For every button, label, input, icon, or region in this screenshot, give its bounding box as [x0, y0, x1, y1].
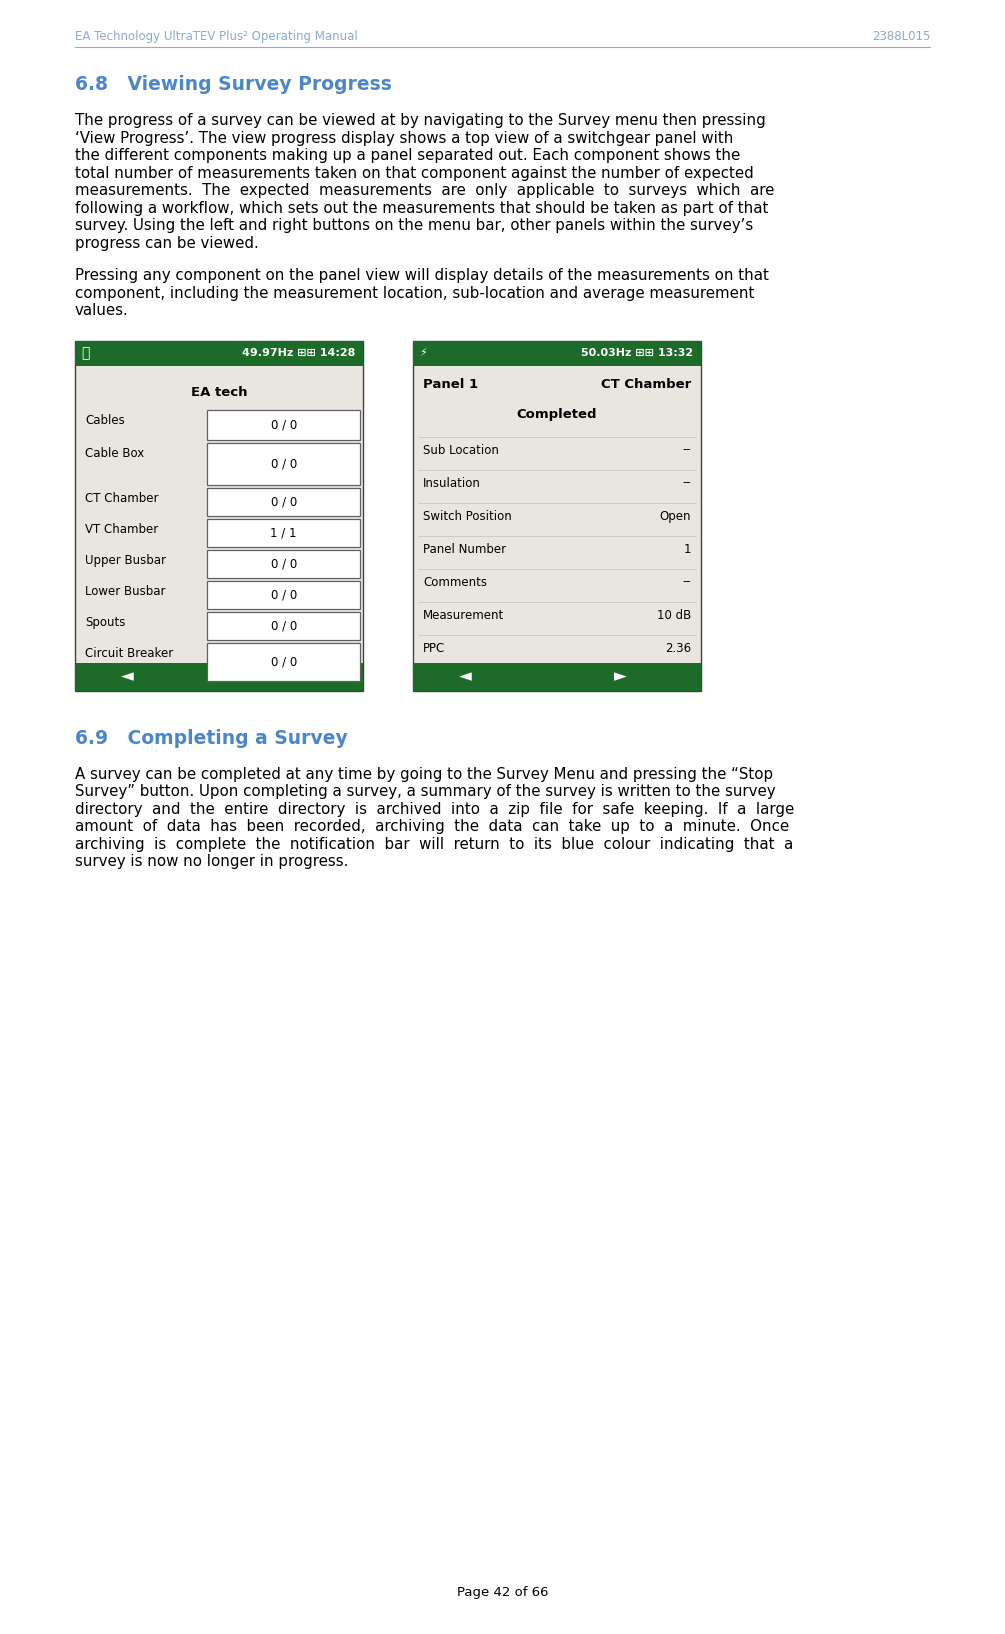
Text: --: --	[682, 443, 691, 456]
Text: CT Chamber: CT Chamber	[601, 377, 691, 391]
Text: values.: values.	[75, 302, 129, 319]
Text: 0 / 0: 0 / 0	[270, 588, 296, 601]
Text: measurements.  The  expected  measurements  are  only  applicable  to  surveys  : measurements. The expected measurements …	[75, 183, 775, 198]
Text: Pressing any component on the panel view will display details of the measurement: Pressing any component on the panel view…	[75, 268, 769, 283]
Text: amount  of  data  has  been  recorded,  archiving  the  data  can  take  up  to : amount of data has been recorded, archiv…	[75, 819, 789, 833]
Text: 49.97Hz ⊞⊞ 14:28: 49.97Hz ⊞⊞ 14:28	[241, 348, 355, 358]
Text: 0 / 0: 0 / 0	[270, 418, 296, 431]
Text: component, including the measurement location, sub-location and average measurem: component, including the measurement loc…	[75, 286, 755, 301]
Bar	[413, 340, 701, 691]
Text: 2388L015: 2388L015	[871, 29, 930, 42]
Text: progress can be viewed.: progress can be viewed.	[75, 235, 258, 250]
Text: Cables: Cables	[85, 413, 125, 426]
Text: --: --	[682, 477, 691, 490]
Text: ►: ►	[614, 668, 627, 686]
Bar	[207, 549, 360, 577]
Bar	[75, 340, 363, 366]
Bar	[75, 662, 363, 691]
Text: 6.8   Viewing Survey Progress: 6.8 Viewing Survey Progress	[75, 75, 392, 95]
Text: 0 / 0: 0 / 0	[270, 458, 296, 471]
Text: ◄: ◄	[458, 668, 471, 686]
Text: Spouts: Spouts	[85, 616, 126, 629]
Text: Comments: Comments	[423, 575, 487, 588]
Text: EA tech: EA tech	[191, 386, 247, 399]
Text: Cable Box: Cable Box	[85, 446, 145, 459]
Text: Lower Busbar: Lower Busbar	[85, 585, 166, 598]
Text: ‘View Progress’. The view progress display shows a top view of a switchgear pane: ‘View Progress’. The view progress displ…	[75, 131, 734, 145]
Text: A survey can be completed at any time by going to the Survey Menu and pressing t: A survey can be completed at any time by…	[75, 766, 773, 781]
Bar	[207, 642, 360, 680]
Text: Panel 1: Panel 1	[423, 377, 478, 391]
Text: survey. Using the left and right buttons on the menu bar, other panels within th: survey. Using the left and right buttons…	[75, 217, 754, 234]
Text: 2.36: 2.36	[665, 642, 691, 655]
Text: 50.03Hz ⊞⊞ 13:32: 50.03Hz ⊞⊞ 13:32	[581, 348, 693, 358]
Bar	[207, 518, 360, 546]
Bar	[207, 443, 360, 485]
Text: ⚡: ⚡	[419, 348, 427, 358]
Bar	[75, 340, 363, 691]
Text: Sub Location: Sub Location	[423, 443, 498, 456]
Text: 0 / 0: 0 / 0	[270, 557, 296, 570]
Text: following a workflow, which sets out the measurements that should be taken as pa: following a workflow, which sets out the…	[75, 201, 769, 216]
Bar	[207, 410, 360, 440]
Text: --: --	[682, 575, 691, 588]
Text: Measurement: Measurement	[423, 608, 505, 621]
Text: Page 42 of 66: Page 42 of 66	[456, 1587, 549, 1600]
Text: 0 / 0: 0 / 0	[270, 495, 296, 508]
Text: 1: 1	[683, 542, 691, 556]
Text: The progress of a survey can be viewed at by navigating to the Survey menu then : The progress of a survey can be viewed a…	[75, 113, 766, 127]
Text: 1 / 1: 1 / 1	[270, 526, 296, 539]
Text: 6.9   Completing a Survey: 6.9 Completing a Survey	[75, 729, 348, 747]
Text: archiving  is  complete  the  notification  bar  will  return  to  its  blue  co: archiving is complete the notification b…	[75, 837, 793, 851]
Text: total number of measurements taken on that component against the number of expec: total number of measurements taken on th…	[75, 165, 754, 180]
Bar	[207, 580, 360, 608]
Text: PPC: PPC	[423, 642, 445, 655]
Text: EA Technology UltraTEV Plus² Operating Manual: EA Technology UltraTEV Plus² Operating M…	[75, 29, 358, 42]
Text: VT Chamber: VT Chamber	[85, 523, 158, 536]
Text: Circuit Breaker: Circuit Breaker	[85, 647, 173, 660]
Text: 0 / 0: 0 / 0	[270, 655, 296, 668]
Text: Insulation: Insulation	[423, 477, 480, 490]
Text: the different components making up a panel separated out. Each component shows t: the different components making up a pan…	[75, 149, 741, 163]
Text: ►: ►	[276, 668, 288, 686]
Text: Completed: Completed	[517, 407, 597, 420]
Text: 10 dB: 10 dB	[656, 608, 691, 621]
Bar	[207, 487, 360, 515]
Text: CT Chamber: CT Chamber	[85, 492, 159, 505]
Text: ⪾: ⪾	[80, 346, 89, 359]
Text: Open: Open	[659, 510, 691, 523]
Bar	[413, 662, 701, 691]
Bar	[207, 611, 360, 639]
Text: Survey” button. Upon completing a survey, a summary of the survey is written to : Survey” button. Upon completing a survey…	[75, 784, 776, 799]
Text: Upper Busbar: Upper Busbar	[85, 554, 166, 567]
Text: Panel Number: Panel Number	[423, 542, 507, 556]
Text: ◄: ◄	[121, 668, 134, 686]
Text: 0 / 0: 0 / 0	[270, 619, 296, 632]
Text: directory  and  the  entire  directory  is  archived  into  a  zip  file  for  s: directory and the entire directory is ar…	[75, 802, 794, 817]
Bar	[413, 340, 701, 366]
Text: survey is now no longer in progress.: survey is now no longer in progress.	[75, 855, 349, 869]
Text: Switch Position: Switch Position	[423, 510, 512, 523]
